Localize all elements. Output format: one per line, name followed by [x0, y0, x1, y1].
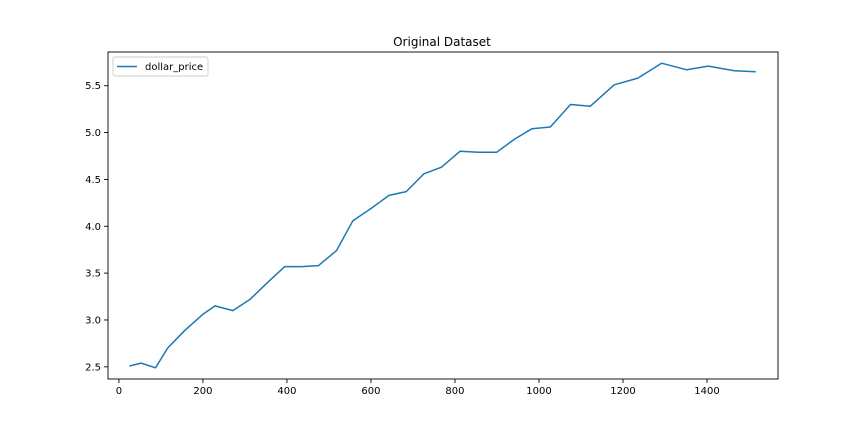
data-point — [477, 151, 480, 153]
data-point — [370, 207, 372, 210]
data-point — [352, 220, 354, 222]
data-point — [202, 313, 204, 315]
x-tick-label: 800 — [445, 386, 464, 397]
y-tick-label: 4.0 — [85, 222, 101, 233]
data-point — [154, 367, 157, 369]
x-tick-label: 600 — [361, 386, 380, 397]
data-point — [514, 138, 516, 140]
data-point — [733, 70, 735, 72]
x-tick-label: 1200 — [610, 386, 635, 397]
data-point — [531, 128, 533, 130]
x-tick-label: 200 — [193, 386, 212, 397]
data-point — [317, 265, 320, 267]
x-tick-label: 1000 — [526, 386, 551, 397]
data-point — [129, 365, 131, 367]
data-point — [335, 250, 338, 252]
legend-label-dollar-price: dollar_price — [145, 62, 203, 73]
data-point — [589, 105, 591, 107]
y-tick-label: 2.5 — [85, 362, 101, 373]
legend-box — [112, 56, 209, 77]
x-tick-label: 400 — [277, 386, 296, 397]
series-line-dollar-price — [129, 62, 756, 369]
data-point — [613, 84, 615, 86]
plot-area — [107, 51, 779, 380]
y-tick-label: 3.0 — [85, 315, 101, 326]
y-tick-label: 4.5 — [85, 175, 101, 186]
data-point — [214, 305, 216, 307]
y-tick-label: 5.0 — [85, 128, 101, 139]
data-point — [637, 77, 639, 79]
legend: dollar_price — [112, 56, 209, 77]
data-point — [496, 151, 498, 153]
data-point — [388, 194, 390, 196]
data-point — [301, 266, 303, 268]
data-point — [405, 191, 407, 193]
data-point — [249, 298, 251, 300]
series-layer — [129, 62, 756, 369]
data-point — [184, 329, 186, 331]
data-point — [167, 347, 169, 349]
data-point — [423, 173, 425, 175]
data-point — [686, 69, 688, 71]
x-tick-label: 1400 — [694, 386, 719, 397]
data-point — [232, 310, 234, 312]
y-tick-label: 5.5 — [85, 81, 101, 92]
x-tick-label: 0 — [116, 386, 122, 397]
x-axis: 0 200 400 600 800 1000 1200 1400 — [116, 379, 720, 397]
chart-title: Original Dataset — [393, 35, 491, 49]
y-tick-label: 3.5 — [85, 269, 101, 280]
data-point — [549, 126, 551, 128]
data-point — [140, 362, 142, 364]
data-point — [267, 281, 270, 283]
data-point — [754, 71, 756, 73]
data-point — [569, 103, 572, 106]
data-point — [284, 266, 286, 268]
data-point — [707, 65, 709, 67]
y-axis: 2.5 3.0 3.5 4.0 4.5 5.0 5.5 — [85, 81, 108, 373]
data-point — [440, 166, 443, 168]
data-point — [459, 150, 461, 152]
data-point — [661, 62, 663, 64]
